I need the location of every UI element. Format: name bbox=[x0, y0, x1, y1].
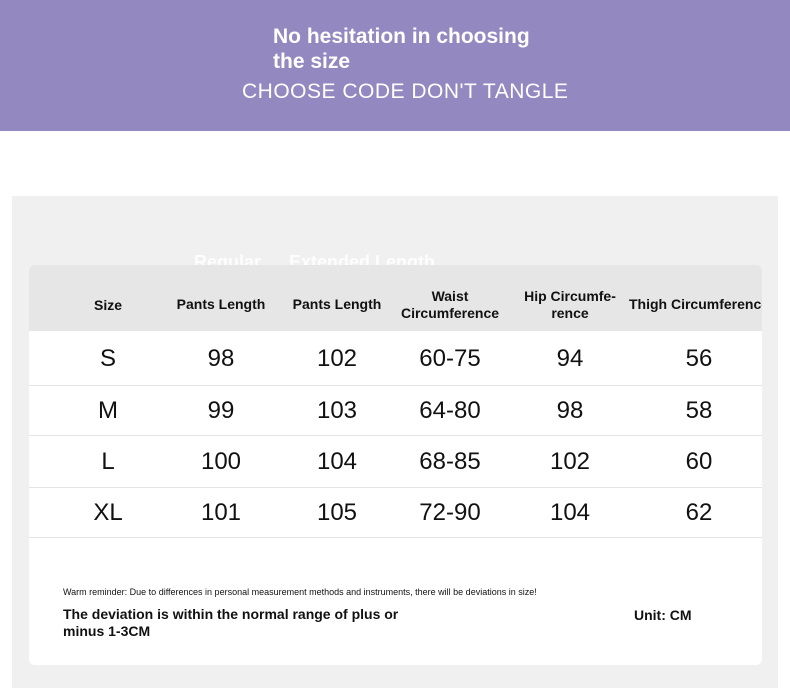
table-cell: 103 bbox=[316, 397, 358, 424]
table-cell: 102 bbox=[549, 448, 591, 475]
table-cell: 64-80 bbox=[419, 397, 481, 424]
deviation-note: The deviation is within the normal range… bbox=[63, 606, 399, 639]
table-cell: 56 bbox=[685, 344, 713, 372]
banner-title: No hesitation in choosing the size bbox=[273, 25, 530, 73]
warm-reminder: Warm reminder: Due to differences in per… bbox=[63, 587, 537, 597]
column-header: Hip Circumfe-rence bbox=[524, 288, 616, 321]
table-cell: 102 bbox=[316, 344, 358, 372]
size-table: Size Pants Length Pants Length Waist Circum… bbox=[29, 265, 762, 665]
table-cell: S bbox=[99, 344, 117, 372]
table-cell: 68-85 bbox=[419, 448, 481, 475]
unit-label: Unit: CM bbox=[634, 607, 692, 623]
table-cell: 105 bbox=[316, 499, 358, 526]
column-header: Thigh Circumference bbox=[628, 296, 762, 312]
column-header: Waist Circumference bbox=[400, 288, 500, 321]
table-cell: 58 bbox=[685, 397, 713, 424]
table-cell: 98 bbox=[207, 344, 235, 372]
banner: No hesitation in choosing the size CHOOS… bbox=[0, 0, 790, 131]
table-cell: 104 bbox=[316, 448, 358, 475]
table-cell: 104 bbox=[549, 499, 591, 526]
table-header bbox=[29, 265, 762, 331]
table-row: M 99 103 64-80 98 58 bbox=[29, 386, 762, 436]
column-header: Pants Length bbox=[292, 296, 382, 312]
banner-subtitle: CHOOSE CODE DON'T TANGLE bbox=[242, 80, 569, 103]
table-cell: 100 bbox=[200, 448, 242, 475]
table-cell: 99 bbox=[207, 397, 235, 424]
column-header: Pants Length bbox=[176, 296, 266, 312]
column-header: Size bbox=[93, 297, 122, 313]
table-row: L 100 104 68-85 102 60 bbox=[29, 436, 762, 488]
table-row: S 98 102 60-75 94 56 bbox=[29, 331, 762, 386]
table-cell: 72-90 bbox=[419, 499, 481, 526]
table-row: XL 101 105 72-90 104 62 bbox=[29, 488, 762, 538]
table-cell: L bbox=[101, 448, 115, 475]
table-cell: 60-75 bbox=[419, 344, 481, 372]
table-cell: M bbox=[98, 397, 118, 424]
table-cell: 60 bbox=[685, 448, 713, 475]
table-cell: 98 bbox=[556, 397, 584, 424]
table-cell: 62 bbox=[685, 499, 713, 526]
table-cell: 94 bbox=[556, 344, 584, 372]
table-cell: 101 bbox=[200, 499, 242, 526]
table-cell: XL bbox=[93, 499, 123, 526]
